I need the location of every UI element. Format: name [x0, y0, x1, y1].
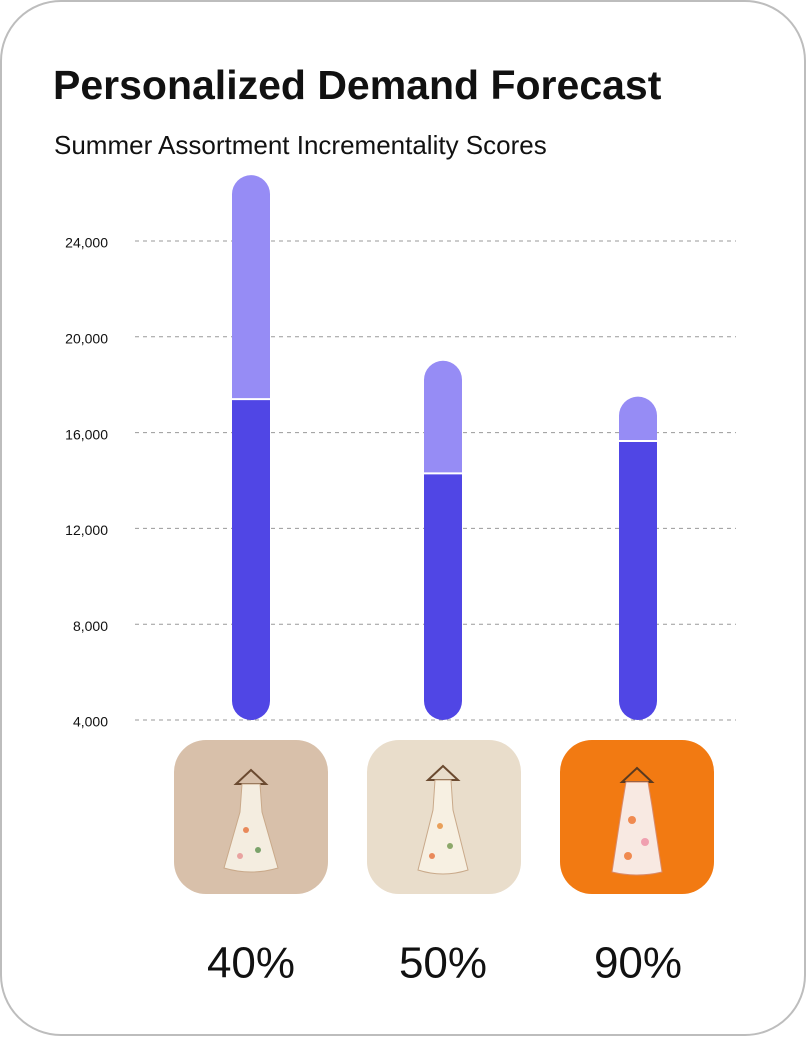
y-tick-label: 4,000	[73, 714, 108, 730]
product-image	[367, 740, 521, 894]
product-images	[174, 740, 714, 894]
chart-title: Personalized Demand Forecast	[53, 62, 662, 108]
y-tick-label: 24,000	[65, 235, 108, 251]
product-image	[174, 740, 328, 894]
chart-subtitle: Summer Assortment Incrementality Scores	[54, 130, 547, 160]
category-label: 40%	[207, 939, 295, 988]
bar-segment	[619, 396, 657, 440]
product-image	[560, 740, 714, 894]
y-tick-label: 16,000	[65, 426, 108, 442]
category-label: 90%	[594, 939, 682, 988]
bar-segment	[619, 441, 657, 720]
bar-segment	[424, 474, 462, 720]
bar-segment	[232, 175, 270, 399]
y-tick-label: 12,000	[65, 522, 108, 538]
bar-segment	[232, 400, 270, 720]
y-tick-label: 20,000	[65, 331, 108, 347]
y-tick-label: 8,000	[73, 618, 108, 634]
bar-segment	[424, 360, 462, 473]
category-label: 50%	[399, 939, 487, 988]
